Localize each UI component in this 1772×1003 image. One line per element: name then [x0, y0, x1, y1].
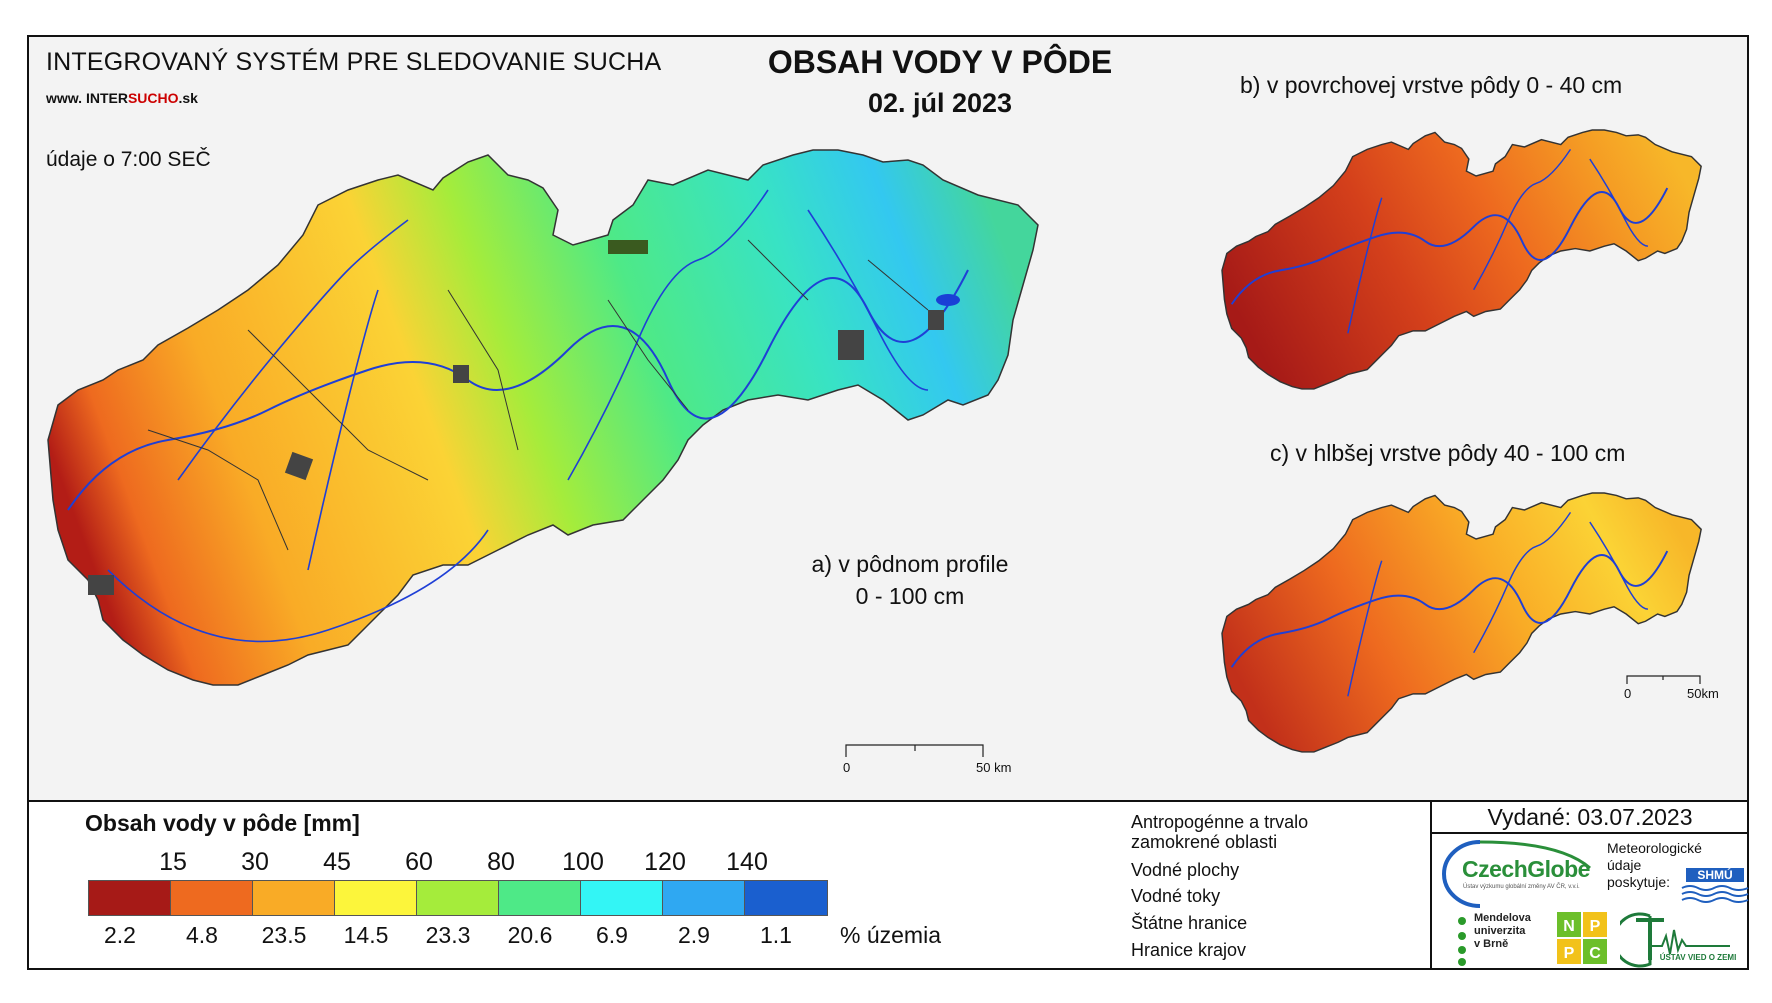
nppc-logo[interactable]: N P P C — [1557, 912, 1607, 964]
website-suffix: .sk — [178, 90, 198, 106]
anthropogenic-label: Antropogénne a trvalo zamokrené oblasti — [1131, 812, 1308, 852]
class-swatch — [335, 881, 417, 915]
water-bodies-label: Vodné plochy — [1131, 860, 1240, 880]
class-swatch — [89, 881, 171, 915]
class-swatch — [581, 881, 663, 915]
panel-a-line2: 0 - 100 cm — [855, 583, 965, 609]
threshold-label: 60 — [405, 848, 433, 876]
percent-value: 1.1 — [760, 922, 792, 948]
uvz-text: ÚSTAV VIED O ZEMI — [1660, 953, 1737, 962]
svg-text:P: P — [1590, 918, 1601, 935]
percent-value: 6.9 — [596, 922, 628, 948]
panel-b-label: b) v povrchovej vrstve pôdy 0 - 40 cm — [1240, 72, 1623, 98]
svg-text:C: C — [1589, 945, 1601, 962]
meteo-line2: údaje — [1607, 857, 1642, 873]
meteo-provider-label: Meteorologické údaje poskytuje: — [1607, 840, 1702, 891]
shmu-logo[interactable]: SHMÚ — [1680, 866, 1750, 904]
map-title: OBSAH VODY V PÔDE — [767, 44, 1113, 80]
map-a — [47, 149, 1039, 686]
percent-value: 20.6 — [507, 922, 553, 948]
threshold-label: 45 — [323, 848, 351, 876]
threshold-label: 30 — [241, 848, 269, 876]
threshold-label: 15 — [159, 848, 187, 876]
color-scale-bar — [88, 880, 828, 916]
threshold-label: 80 — [487, 848, 515, 876]
threshold-label: 120 — [644, 848, 686, 876]
panel-c-label: c) v hlbšej vrstve pôdy 40 - 100 cm — [1270, 440, 1626, 466]
map-c — [1221, 492, 1702, 753]
scale-bar-main — [845, 744, 984, 757]
issued-date: Vydané: 03.07.2023 — [1430, 802, 1748, 834]
website-prefix: www. — [46, 90, 83, 106]
percent-value: 23.5 — [261, 922, 307, 948]
scale-main-end: 50 km — [976, 760, 1012, 775]
threshold-label: 140 — [726, 848, 768, 876]
czechglobe-logo[interactable] — [1440, 838, 1595, 910]
map-b — [1221, 129, 1702, 390]
mendel-line3: v Brně — [1474, 938, 1509, 950]
class-swatch — [417, 881, 499, 915]
class-swatch — [745, 881, 827, 915]
map-date: 02. júl 2023 — [867, 88, 1013, 118]
percent-unit-label: % územia — [840, 922, 941, 948]
percent-value: 14.5 — [343, 922, 389, 948]
percent-value: 23.3 — [425, 922, 471, 948]
streams-label: Vodné toky — [1131, 886, 1221, 906]
website-link[interactable]: www. INTERSUCHO.sk — [46, 90, 198, 106]
class-swatch — [499, 881, 581, 915]
mendel-logo[interactable]: Mendelova univerzita v Brně — [1474, 912, 1531, 951]
mendel-line2: univerzita — [1474, 925, 1526, 937]
scale-bar-small — [1626, 675, 1701, 684]
website-highlight: SUCHO — [127, 90, 179, 106]
anthropogenic-line2: zamokrené oblasti — [1131, 832, 1278, 852]
svg-text:P: P — [1564, 945, 1575, 962]
class-swatch — [253, 881, 335, 915]
state-border-label: Štátne hranice — [1131, 913, 1248, 933]
logos-box — [1430, 833, 1748, 970]
panel-a-label: a) v pôdnom profile 0 - 100 cm — [780, 548, 1040, 612]
anthropogenic-line1: Antropogénne a trvalo — [1131, 812, 1309, 832]
percent-value: 4.8 — [186, 922, 218, 948]
uvz-logo[interactable]: ÚSTAV VIED O ZEMI — [1620, 910, 1740, 968]
website-main: INTER — [85, 90, 128, 106]
meteo-line3: poskytuje: — [1607, 874, 1671, 890]
legend-title: Obsah vody v pôde [mm] — [85, 810, 360, 836]
czechglobe-name: CzechGlobe — [1462, 856, 1590, 882]
threshold-label: 100 — [562, 848, 604, 876]
region-border-label: Hranice krajov — [1131, 940, 1247, 960]
time-note: údaje o 7:00 SEČ — [46, 148, 211, 171]
percent-value: 2.2 — [104, 922, 136, 948]
scale-main-start: 0 — [843, 760, 851, 775]
mendel-dots — [1455, 916, 1469, 971]
panel-a-line1: a) v pôdnom profile — [811, 551, 1009, 577]
mendel-dots-icon — [1458, 917, 1466, 966]
class-swatch — [663, 881, 745, 915]
percent-value: 2.9 — [678, 922, 710, 948]
class-swatch — [171, 881, 253, 915]
scale-small-start: 0 — [1624, 686, 1632, 701]
mendel-line1: Mendelova — [1474, 912, 1531, 924]
meteo-line1: Meteorologické — [1607, 840, 1702, 856]
svg-text:N: N — [1563, 918, 1575, 935]
system-title: INTEGROVANÝ SYSTÉM PRE SLEDOVANIE SUCHA — [46, 48, 662, 76]
czechglobe-subtitle: Ústav výzkumu globální změny AV ČR, v.v.… — [1463, 884, 1580, 890]
shmu-text: SHMÚ — [1697, 867, 1732, 882]
scale-small-end: 50km — [1687, 686, 1719, 701]
